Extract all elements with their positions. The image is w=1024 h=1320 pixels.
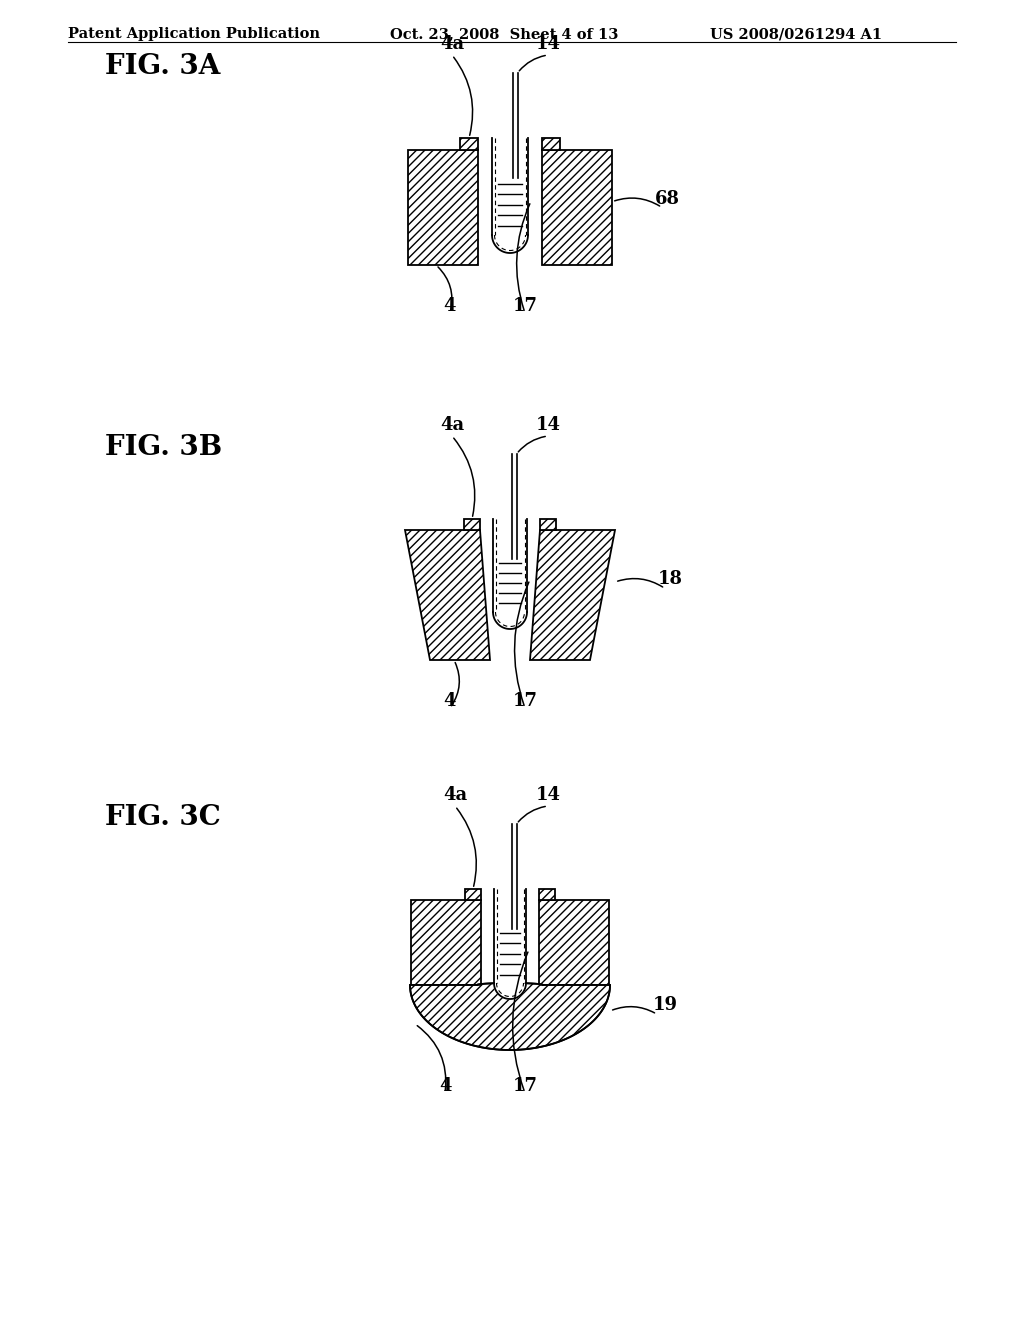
Text: 4: 4: [438, 1077, 452, 1096]
Bar: [465, 888, 481, 900]
Text: 68: 68: [654, 190, 680, 207]
Text: 14: 14: [536, 416, 560, 434]
Text: FIG. 3B: FIG. 3B: [105, 434, 222, 461]
Text: FIG. 3C: FIG. 3C: [105, 804, 221, 832]
Text: FIG. 3A: FIG. 3A: [105, 53, 220, 81]
Text: 17: 17: [512, 297, 538, 315]
Polygon shape: [493, 519, 527, 630]
Polygon shape: [410, 983, 610, 1049]
Text: 17: 17: [512, 1077, 538, 1096]
Bar: [464, 519, 480, 531]
Text: 14: 14: [536, 785, 560, 804]
Text: 17: 17: [512, 692, 538, 710]
Text: 4a: 4a: [440, 36, 464, 53]
Polygon shape: [512, 454, 516, 558]
Text: Patent Application Publication: Patent Application Publication: [68, 26, 319, 41]
Text: 4: 4: [443, 692, 457, 710]
Text: 14: 14: [536, 36, 560, 53]
Text: 19: 19: [652, 997, 678, 1014]
Bar: [542, 139, 560, 150]
Polygon shape: [494, 888, 526, 999]
Text: 4a: 4a: [443, 785, 467, 804]
Bar: [542, 150, 612, 265]
Text: 18: 18: [657, 570, 683, 589]
Text: Oct. 23, 2008  Sheet 4 of 13: Oct. 23, 2008 Sheet 4 of 13: [390, 26, 618, 41]
Bar: [539, 888, 555, 900]
Text: 4: 4: [443, 297, 457, 315]
Bar: [460, 139, 478, 150]
Bar: [411, 900, 481, 985]
Polygon shape: [512, 824, 516, 929]
Polygon shape: [492, 139, 528, 253]
Polygon shape: [512, 73, 517, 178]
Text: US 2008/0261294 A1: US 2008/0261294 A1: [710, 26, 882, 41]
Polygon shape: [406, 531, 490, 660]
Bar: [540, 519, 556, 531]
Text: 4a: 4a: [440, 416, 464, 434]
Bar: [539, 900, 609, 985]
Polygon shape: [530, 531, 615, 660]
Bar: [408, 150, 478, 265]
